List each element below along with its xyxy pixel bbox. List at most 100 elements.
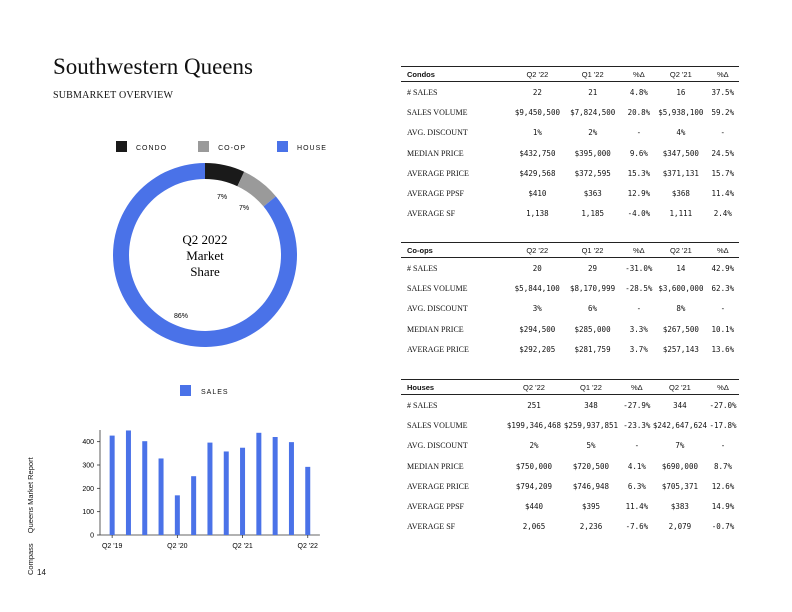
y-tick-label: 400 <box>82 439 94 446</box>
table-row: MEDIAN PRICE $294,500 $285,000 3.3% $267,500… <box>401 319 739 339</box>
column-header: Q1 '22 <box>562 242 623 258</box>
table-cell: 29 <box>588 263 598 273</box>
table-row: AVERAGE PRICE $292,205 $281,759 3.7% $257,14… <box>401 339 739 359</box>
table-cell: 6% <box>588 304 598 314</box>
table-row: AVG. DISCOUNT 1% 2% - 4% - <box>401 123 739 143</box>
houses-table: Houses Q2 '22 Q1 '22 %Δ Q2 '21 %Δ # SALES 251 34… <box>401 379 739 537</box>
table-cell: 14.9% <box>711 502 735 512</box>
table-cell: 4.8% <box>629 87 648 97</box>
table-row: MEDIAN PRICE $750,000 $720,500 4.1% $690,000… <box>401 456 739 476</box>
sales-bar <box>207 442 213 535</box>
table-cell: $259,937,851 <box>563 420 619 430</box>
table-cell: 24.5% <box>711 148 735 158</box>
row-label: # SALES <box>407 400 438 410</box>
table-cell: - <box>720 441 726 451</box>
column-header: %Δ <box>622 242 656 258</box>
bar-legend: SALES <box>180 381 229 399</box>
table-cell: 1,138 <box>526 209 549 219</box>
row-label: SALES VOLUME <box>407 283 468 293</box>
table-cell: 8.7% <box>713 461 733 471</box>
row-label: AVERAGE PPSF <box>407 189 464 199</box>
sales-bar <box>305 466 311 535</box>
column-header: %Δ <box>706 242 739 258</box>
sales-bar <box>158 458 164 535</box>
table-cell: 62.3% <box>711 283 735 293</box>
table-cell: 15.3% <box>627 168 651 178</box>
table-cell: $8,170,999 <box>569 283 616 293</box>
x-tick-label: Q2 '22 <box>298 543 319 550</box>
column-header: Q2 '21 <box>655 66 707 82</box>
sales-bar-chart: 0 100 200 300 400 Q2 '19 Q2 '20 Q2 '21 Q2 '22 <box>82 430 320 550</box>
table-cell: $372,595 <box>574 168 611 178</box>
table-row: AVERAGE PRICE $429,568 $372,595 15.3% $371,1… <box>401 163 739 183</box>
column-header: Q2 '21 <box>652 379 708 395</box>
table-cell: 344 <box>673 400 687 410</box>
table-row: AVERAGE PPSF $440 $395 11.4% $383 14.9% <box>401 496 739 516</box>
table-cell: 21 <box>588 87 598 97</box>
table-cell: 251 <box>527 400 541 410</box>
column-header: Q2 '22 <box>511 242 563 258</box>
table-cell: 22 <box>532 87 542 97</box>
table-cell: - <box>720 128 726 138</box>
table-cell: $347,500 <box>662 148 699 158</box>
row-label: MEDIAN PRICE <box>407 324 464 334</box>
condos-table: Condos Q2 '22 Q1 '22 %Δ Q2 '21 %Δ # SALES 22 21 4… <box>401 66 739 224</box>
table-cell: $720,500 <box>572 461 610 471</box>
x-tick-label: Q2 '19 <box>102 543 123 550</box>
table-cell: 12.6% <box>711 481 735 491</box>
column-header: %Δ <box>707 379 739 395</box>
table-cell: -31.0% <box>625 263 653 273</box>
table-cell: -27.9% <box>623 400 651 410</box>
donut-slice-coop <box>237 171 276 207</box>
row-label: # SALES <box>407 87 438 97</box>
sales-bar <box>142 441 148 535</box>
table-cell: 3% <box>532 304 542 314</box>
donut-label-house: 86% <box>174 313 188 320</box>
table-cell: 16 <box>676 87 686 97</box>
table-cell: $429,568 <box>519 168 556 178</box>
column-header: %Δ <box>620 379 653 395</box>
y-tick-label: 200 <box>82 486 94 493</box>
table-row: AVERAGE PRICE $794,209 $746,948 6.3% $705,37… <box>401 476 739 496</box>
table-cell: 1,111 <box>669 209 693 219</box>
donut-legend: CONDO CO-OP HOUSE <box>116 137 327 155</box>
table-row: # SALES 20 29 -31.0% 14 42.9% <box>401 258 739 279</box>
sales-bar <box>272 437 278 535</box>
table-cell: 2,079 <box>668 522 692 532</box>
table-row: AVG. DISCOUNT 3% 6% - 8% - <box>401 299 739 319</box>
donut-center-line-3: Share <box>190 264 220 279</box>
table-cell: $432,750 <box>519 148 556 158</box>
table-cell: $242,647,624 <box>652 420 708 430</box>
table-cell: 4% <box>676 128 686 138</box>
row-label: AVG. DISCOUNT <box>407 441 468 451</box>
sales-bar <box>223 451 229 535</box>
table-cell: 11.4% <box>625 502 649 512</box>
table-cell: $705,371 <box>661 481 698 491</box>
table-cell: $750,000 <box>515 461 553 471</box>
column-header: Q2 '22 <box>506 379 562 395</box>
donut-label-condo: 7% <box>217 194 227 201</box>
table-cell: 2% <box>588 128 598 138</box>
table-row: # SALES 251 348 -27.9% 344 -27.0% <box>401 395 739 416</box>
table-cell: $292,205 <box>519 344 556 354</box>
table-cell: - <box>720 304 726 314</box>
column-header: %Δ <box>622 66 656 82</box>
table-cell: 20 <box>532 263 542 273</box>
x-tick-label: Q2 '21 <box>232 543 253 550</box>
table-cell: 4.1% <box>627 461 646 471</box>
table-cell: $199,346,468 <box>506 420 562 430</box>
table-cell: -23.3% <box>623 420 651 430</box>
table-row: SALES VOLUME $199,346,468 $259,937,851 -23.… <box>401 415 739 435</box>
table-header-row: Condos Q2 '22 Q1 '22 %Δ Q2 '21 %Δ <box>401 66 739 82</box>
coops-table: Co-ops Q2 '22 Q1 '22 %Δ Q2 '21 %Δ # SALES 20 29-… <box>401 242 739 359</box>
table-cell: 7% <box>675 441 685 451</box>
table-cell: $9,450,500 <box>514 107 560 117</box>
table-cell: $395,000 <box>574 148 611 158</box>
table-row: AVERAGE PPSF $410 $363 12.9% $368 11.4% <box>401 183 739 203</box>
table-row: AVG. DISCOUNT 2% 5% - 7% - <box>401 436 739 456</box>
table-cell: 2,065 <box>522 522 546 532</box>
table-cell: $281,759 <box>574 344 611 354</box>
table-cell: 9.6% <box>629 148 648 158</box>
table-cell: 59.2% <box>711 107 735 117</box>
legend-swatch-coop <box>198 140 210 152</box>
